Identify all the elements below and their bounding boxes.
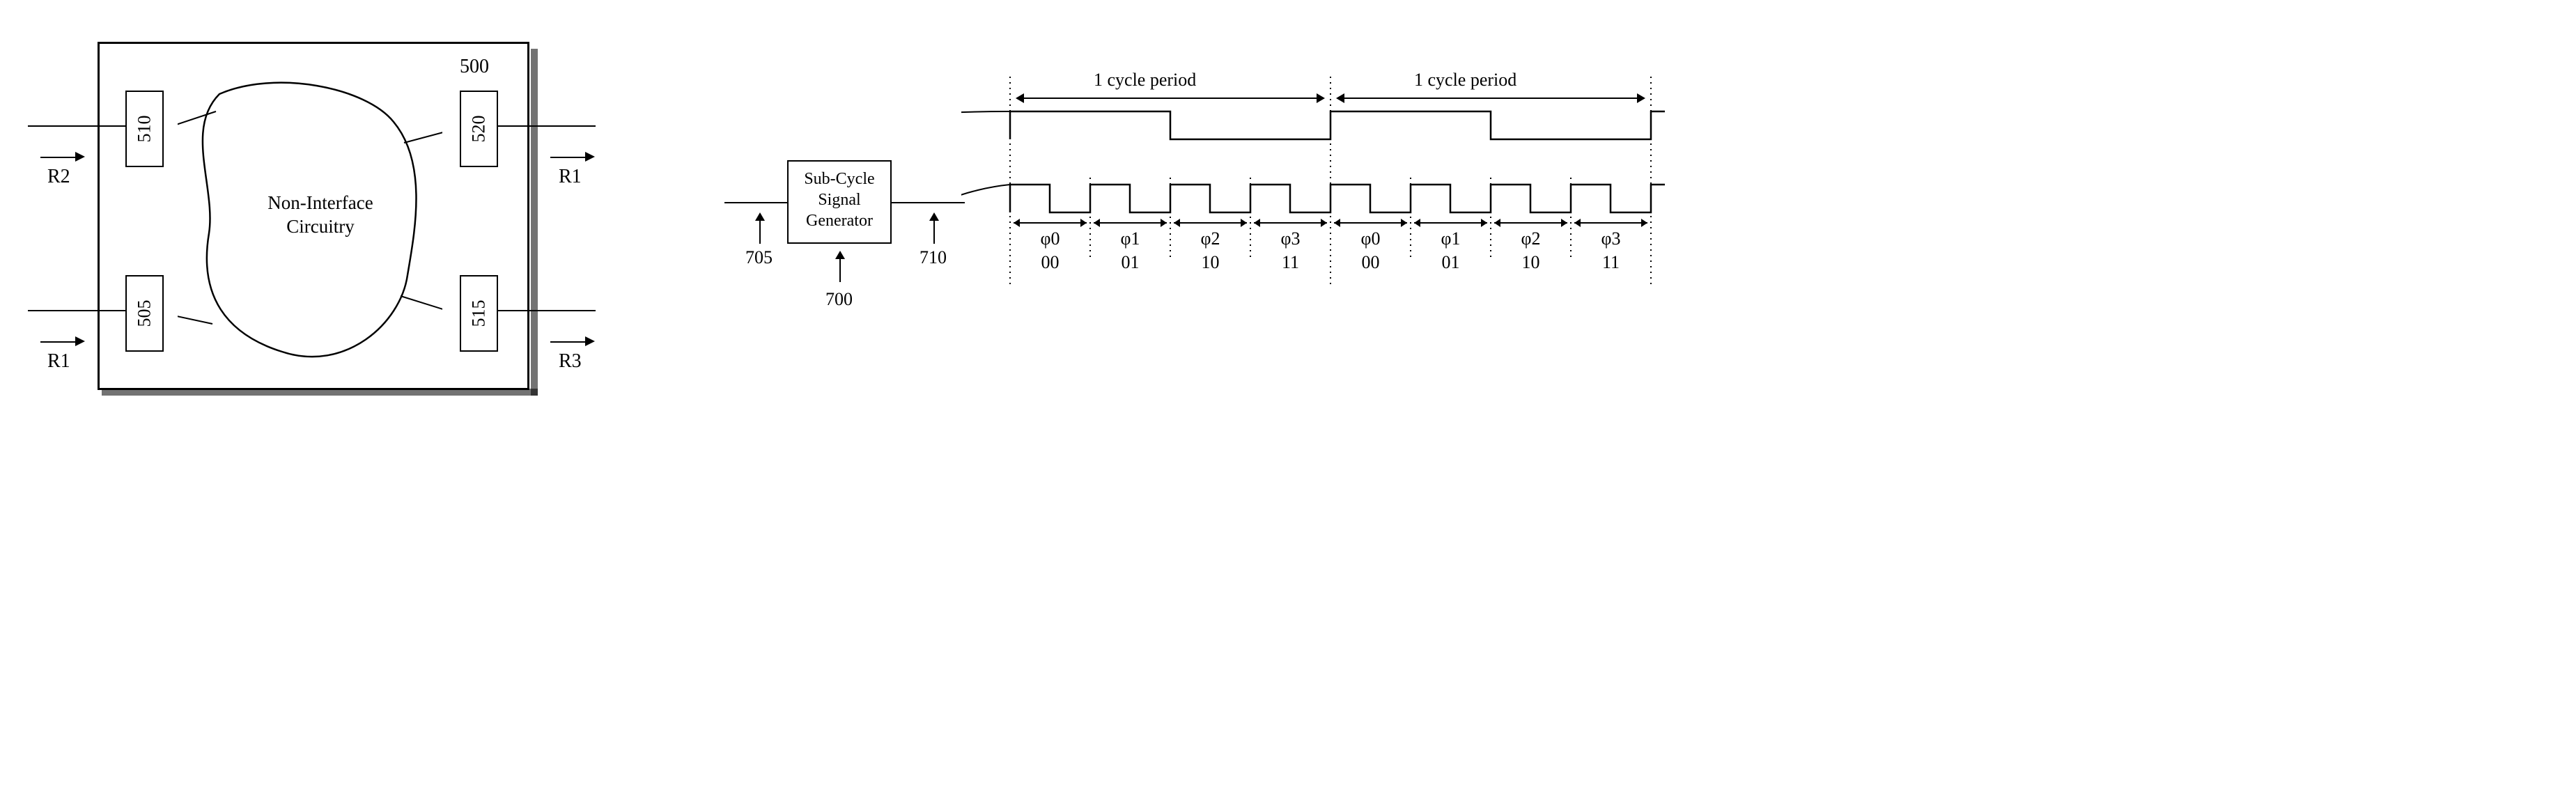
code-row-1: 00 01 10 11 bbox=[1010, 252, 1330, 273]
ref-arrow-700 bbox=[839, 258, 841, 282]
gen-line1: Sub-Cycle bbox=[804, 170, 874, 188]
wire-520 bbox=[498, 125, 596, 127]
timing-diagram: Sub-Cycle Signal Generator 705 710 700 1… bbox=[724, 56, 1700, 376]
block-510-label: 510 bbox=[134, 116, 155, 143]
ref-label-700: 700 bbox=[825, 289, 853, 310]
arrow-r2-head bbox=[75, 152, 85, 162]
block-515: 515 bbox=[460, 275, 498, 352]
block-diagram: 500 Non-Interface Circuitry 510 520 505 … bbox=[28, 28, 585, 418]
gen-line3: Generator bbox=[806, 212, 873, 230]
ref-arrow-705 bbox=[759, 219, 761, 244]
wire-505 bbox=[28, 310, 125, 311]
gen-line2: Signal bbox=[818, 191, 860, 209]
port-label-r2: R2 bbox=[47, 166, 70, 188]
code-2a: 10 bbox=[1170, 252, 1250, 273]
frame-shadow-right bbox=[531, 49, 538, 396]
code-1b: 01 bbox=[1411, 252, 1491, 273]
phase-0b: φ0 bbox=[1330, 228, 1411, 249]
block-515-label: 515 bbox=[469, 300, 490, 327]
code-1a: 01 bbox=[1090, 252, 1170, 273]
phase-3a: φ3 bbox=[1250, 228, 1330, 249]
code-2b: 10 bbox=[1491, 252, 1571, 273]
code-row-2: 00 01 10 11 bbox=[1330, 252, 1651, 273]
code-3b: 11 bbox=[1571, 252, 1651, 273]
block-505: 505 bbox=[125, 275, 164, 352]
block-505-label: 505 bbox=[134, 300, 155, 327]
phase-3b: φ3 bbox=[1571, 228, 1651, 249]
ref-label-705: 705 bbox=[745, 247, 773, 268]
blob-label-line1: Non-Interface bbox=[267, 192, 373, 213]
arrow-r1-right bbox=[550, 157, 585, 158]
phase-2b: φ2 bbox=[1491, 228, 1571, 249]
arrow-r3-head bbox=[585, 336, 595, 346]
ref-arrow-710 bbox=[933, 219, 935, 244]
phase-0a: φ0 bbox=[1010, 228, 1090, 249]
code-0b: 00 bbox=[1330, 252, 1411, 273]
code-3a: 11 bbox=[1250, 252, 1330, 273]
blob-label: Non-Interface Circuitry bbox=[251, 192, 390, 239]
signal-generator-box: Sub-Cycle Signal Generator bbox=[787, 160, 892, 244]
blob-label-line2: Circuitry bbox=[286, 216, 354, 237]
gen-input-wire bbox=[724, 202, 787, 203]
wire-510 bbox=[28, 125, 125, 127]
arrow-r3 bbox=[550, 341, 585, 343]
arrow-r1-left-head bbox=[75, 336, 85, 346]
block-520: 520 bbox=[460, 91, 498, 167]
code-0a: 00 bbox=[1010, 252, 1090, 273]
arrow-r2 bbox=[40, 157, 75, 158]
phase-2a: φ2 bbox=[1170, 228, 1250, 249]
port-label-r3: R3 bbox=[559, 350, 582, 373]
frame-ref-label: 500 bbox=[460, 56, 489, 78]
port-label-r1-right: R1 bbox=[559, 166, 582, 188]
block-520-label: 520 bbox=[469, 116, 490, 143]
phase-row-1: φ0 φ1 φ2 φ3 bbox=[1010, 228, 1330, 249]
block-510: 510 bbox=[125, 91, 164, 167]
wire-515 bbox=[498, 310, 596, 311]
phase-1b: φ1 bbox=[1411, 228, 1491, 249]
ref-label-710: 710 bbox=[920, 247, 947, 268]
arrow-r1-left bbox=[40, 341, 75, 343]
arrow-r1-right-head bbox=[585, 152, 595, 162]
gen-output-wire bbox=[892, 202, 965, 203]
port-label-r1-left: R1 bbox=[47, 350, 70, 373]
phase-row-2: φ0 φ1 φ2 φ3 bbox=[1330, 228, 1651, 249]
phase-1a: φ1 bbox=[1090, 228, 1170, 249]
